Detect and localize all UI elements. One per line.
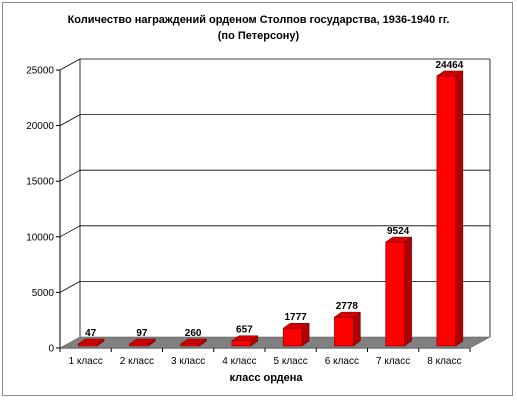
bar-top	[179, 338, 208, 345]
bar-front	[334, 316, 354, 347]
x-tick-label: 7 класс	[376, 356, 410, 367]
bar-top	[282, 322, 310, 329]
data-label: 47	[85, 328, 97, 339]
gridlines	[59, 58, 491, 337]
data-label: 657	[236, 325, 253, 336]
bar	[231, 335, 259, 347]
chart-title: Количество награждений орденом Столпов г…	[0, 12, 517, 44]
x-tick-label: 6 класс	[325, 356, 359, 367]
gridline-depth	[59, 281, 81, 293]
chart-title-line: Количество награждений орденом Столпов г…	[67, 14, 450, 26]
bar-front	[180, 343, 200, 347]
bar-top	[77, 338, 105, 345]
x-tick-label: 8 класс	[427, 356, 461, 367]
x-tick-label: 1 класс	[69, 356, 103, 367]
bar-side	[353, 311, 361, 347]
data-label: 24464	[435, 60, 463, 71]
bar-front	[436, 75, 457, 347]
bar-front	[129, 343, 149, 347]
y-tick-label: 0	[48, 344, 54, 355]
data-label: 260	[185, 328, 202, 339]
bar	[436, 70, 464, 347]
bar	[282, 322, 310, 347]
y-tick-label: 25000	[26, 66, 54, 77]
bar-side	[455, 70, 464, 347]
y-tick-label: 10000	[26, 232, 54, 243]
y-tick-label: 5000	[32, 288, 55, 299]
bar	[128, 338, 157, 347]
bar-front	[282, 327, 303, 347]
x-tick-label: 2 класс	[120, 356, 154, 367]
gridline-depth	[59, 225, 81, 238]
data-label: 97	[136, 328, 148, 339]
x-tick-label: 4 класс	[222, 356, 256, 367]
chart-frame	[2, 2, 513, 396]
data-label: 9524	[387, 226, 410, 237]
bar-front	[385, 241, 405, 347]
data-label: 2778	[336, 301, 359, 312]
bars	[77, 70, 464, 347]
bar	[77, 338, 105, 347]
data-label: 1777	[285, 312, 308, 323]
chart-subtitle: (по Петерсону)	[217, 30, 300, 42]
bar-front	[77, 343, 98, 347]
bar-top	[384, 236, 413, 243]
bar	[333, 311, 362, 347]
bar	[179, 338, 208, 347]
data-labels: 47 97 260 657 1777 2778 9524 24464	[85, 60, 464, 339]
chart-floor	[59, 336, 491, 349]
y-tick-label: 20000	[26, 121, 54, 132]
x-tick-label: 5 класс	[274, 356, 308, 367]
gridline-depth	[59, 58, 81, 71]
gridline-depth	[59, 169, 81, 182]
bar-top	[231, 335, 259, 341]
x-tick-label: 3 класс	[171, 356, 205, 367]
bar-top	[333, 311, 362, 318]
bar-top	[128, 338, 157, 345]
bar-side	[404, 236, 412, 347]
floor	[59, 336, 491, 349]
y-tick-label: 15000	[26, 177, 54, 188]
gridline-depth	[59, 114, 81, 126]
bar	[384, 236, 413, 347]
bar-front	[231, 340, 252, 347]
x-axis-title: класс ордена	[229, 372, 303, 384]
bar-top	[436, 70, 464, 77]
